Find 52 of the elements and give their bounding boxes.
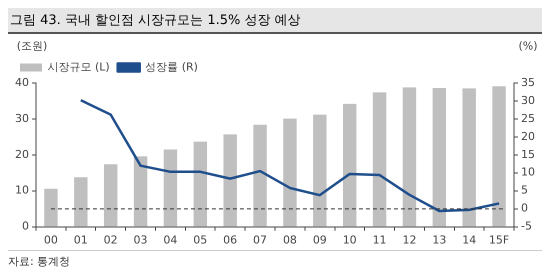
bar bbox=[44, 188, 58, 226]
y2-tick-label: 35 bbox=[521, 76, 536, 89]
bar bbox=[74, 177, 88, 226]
y-tick-label: 10 bbox=[14, 184, 29, 197]
x-tick-label: 06 bbox=[223, 233, 238, 246]
bar bbox=[253, 124, 267, 226]
bar bbox=[313, 114, 327, 226]
y2-tick-label: 15 bbox=[521, 148, 536, 161]
x-tick-label: 04 bbox=[163, 233, 178, 246]
y2-tick-label: 25 bbox=[521, 112, 536, 125]
x-tick-label: 12 bbox=[402, 233, 416, 246]
x-tick-label: 10 bbox=[342, 233, 357, 246]
bar bbox=[283, 118, 297, 226]
x-tick-label: 02 bbox=[104, 233, 118, 246]
x-tick-label: 15F bbox=[488, 233, 510, 246]
y2-axis-title: (%) bbox=[518, 39, 538, 52]
bar bbox=[104, 164, 118, 226]
x-tick-label: 01 bbox=[74, 233, 88, 246]
x-tick-label: 00 bbox=[44, 233, 58, 246]
y-tick-label: 0 bbox=[22, 220, 29, 233]
y-tick-label: 40 bbox=[14, 76, 29, 89]
chart-title: 그림 43. 국내 할인점 시장규모는 1.5% 성장 예상 bbox=[8, 8, 542, 34]
bar bbox=[492, 86, 506, 226]
legend-label: 시장규모 (L) bbox=[48, 60, 110, 74]
bar bbox=[342, 104, 356, 226]
x-tick-label: 05 bbox=[193, 233, 208, 246]
y2-tick-label: 10 bbox=[521, 166, 536, 179]
x-tick-label: 08 bbox=[282, 233, 297, 246]
y-tick-label: 20 bbox=[14, 148, 29, 161]
text: 자료: 통계청 bbox=[8, 250, 542, 269]
legend-label: 성장률 (R) bbox=[145, 60, 198, 74]
y2-tick-label: -5 bbox=[521, 220, 532, 233]
y2-tick-label: 5 bbox=[521, 184, 528, 197]
x-tick-label: 09 bbox=[312, 233, 327, 246]
bar bbox=[164, 150, 178, 226]
bar bbox=[462, 88, 476, 226]
x-tick-label: 07 bbox=[253, 233, 268, 246]
x-tick-label: 03 bbox=[134, 233, 148, 246]
y-tick-label: 30 bbox=[14, 112, 29, 125]
x-tick-label: 11 bbox=[372, 233, 387, 246]
y2-tick-label: 20 bbox=[521, 130, 536, 143]
bar bbox=[223, 134, 237, 226]
y2-tick-label: 30 bbox=[521, 94, 536, 107]
y2-tick-label: 0 bbox=[521, 202, 528, 215]
x-tick-label: 14 bbox=[462, 233, 476, 246]
bar bbox=[432, 88, 446, 226]
bar bbox=[194, 142, 208, 226]
bar bbox=[134, 156, 148, 226]
bar bbox=[402, 87, 416, 226]
bar bbox=[372, 92, 386, 226]
x-tick-label: 13 bbox=[432, 233, 446, 246]
y-axis-title: (조원) bbox=[16, 39, 48, 52]
